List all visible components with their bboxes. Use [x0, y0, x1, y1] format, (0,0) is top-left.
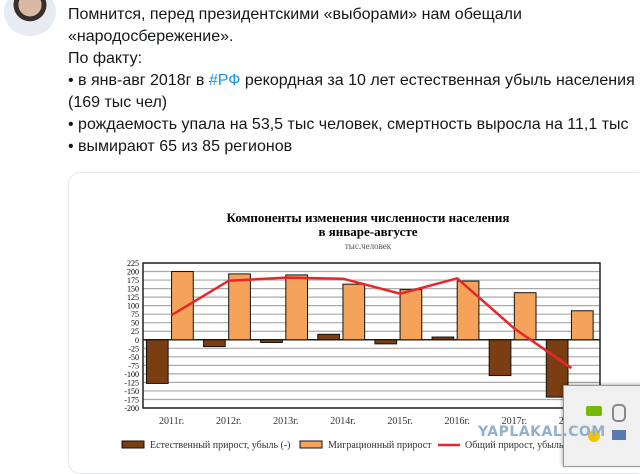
legend-label-natural: Естественный прирост, убыль (-): [150, 440, 291, 451]
chart-title: в январе-августе: [318, 224, 417, 239]
nvidia-icon[interactable]: [586, 406, 602, 416]
migration-growth-bar: [343, 284, 365, 340]
natural-growth-bar: [432, 337, 454, 340]
migration-growth-bar: [457, 281, 479, 340]
natural-growth-bar: [318, 334, 340, 339]
chart-title: Компоненты изменения численности населен…: [227, 210, 510, 225]
migration-growth-bar: [400, 290, 422, 340]
natural-growth-bar: [375, 340, 397, 344]
x-tick-label: 2014г.: [330, 416, 355, 427]
chart-subtitle: тыс.человек: [345, 241, 392, 251]
legend-swatch-natural: [122, 441, 144, 448]
migration-growth-bar: [286, 275, 308, 340]
migration-growth-bar: [229, 274, 251, 340]
migration-growth-bar: [571, 311, 593, 340]
legend-label-total: Общий прирост, убыль (-): [465, 440, 576, 451]
x-tick-label: 2011г.: [159, 416, 184, 427]
watermark: YAPLAKAL.COM: [478, 424, 606, 440]
natural-growth-bar: [489, 340, 511, 376]
legend-swatch-migration: [300, 441, 322, 448]
x-tick-label: 2012г.: [216, 416, 241, 427]
migration-growth-bar: [514, 293, 536, 340]
legend-label-migration: Миграционный прирост: [328, 440, 432, 451]
x-tick-label: 2015г.: [387, 416, 412, 427]
natural-growth-bar: [261, 340, 283, 343]
migration-growth-bar: [172, 272, 194, 340]
x-tick-label: 2016г.: [444, 416, 469, 427]
population-chart: Компоненты изменения численности населен…: [0, 0, 640, 462]
y-tick-label: -200: [124, 404, 139, 413]
natural-growth-bar: [204, 340, 226, 347]
x-tick-label: 2013г.: [273, 416, 298, 427]
shield-icon[interactable]: [612, 404, 626, 422]
network-icon[interactable]: [612, 430, 626, 440]
natural-growth-bar: [146, 340, 168, 384]
